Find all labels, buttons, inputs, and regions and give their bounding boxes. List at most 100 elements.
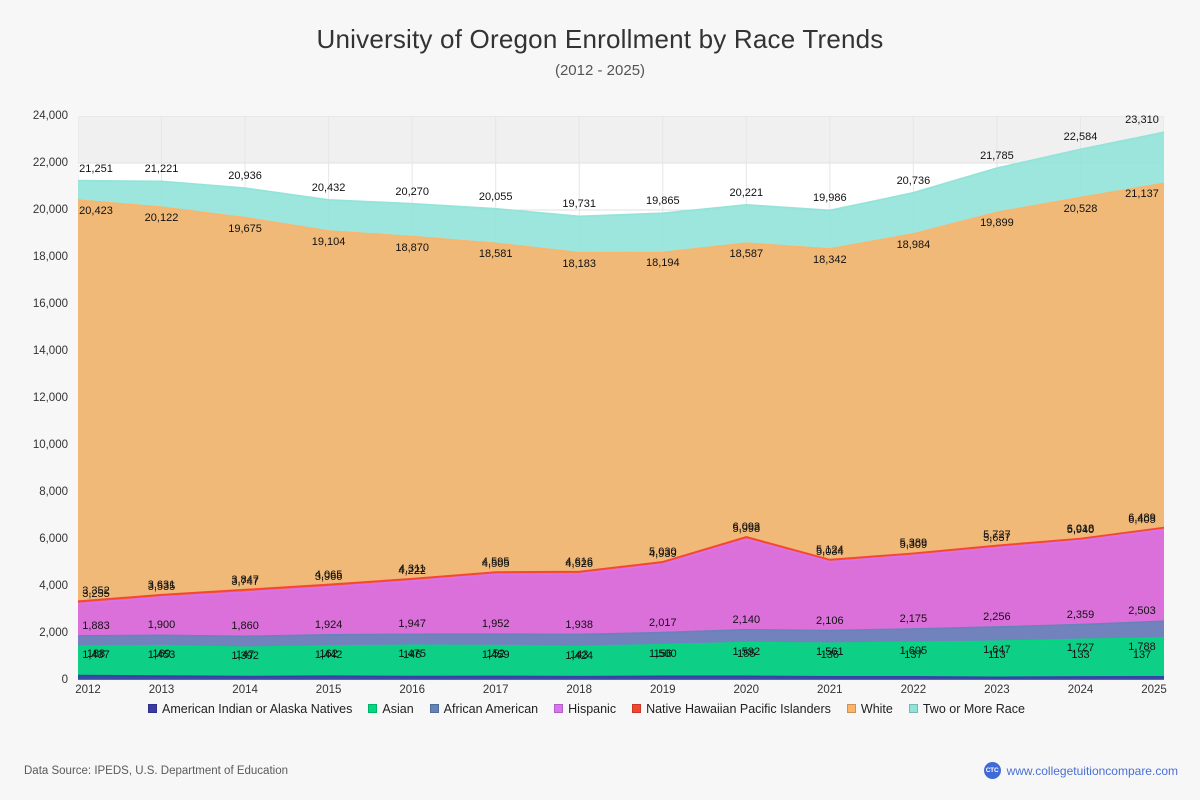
y-axis-tick-label: 12,000 xyxy=(32,392,68,404)
series-point-label: 155 xyxy=(737,648,756,661)
x-axis-tick-label: 2013 xyxy=(148,684,175,696)
series-point-label: 19,986 xyxy=(812,192,847,205)
series-point-label: 1,392 xyxy=(231,650,259,663)
series-point-label: 20,221 xyxy=(729,186,764,199)
series-point-label: 20,936 xyxy=(228,170,262,182)
series-point-label: 113 xyxy=(988,649,1006,662)
series-point-label: 1,605 xyxy=(899,645,928,658)
x-axis-tick-label: 2016 xyxy=(399,684,425,696)
series-point-label: 18,870 xyxy=(395,241,430,254)
x-axis-tick-label: 2022 xyxy=(900,684,927,696)
chart-legend: American Indian or Alaska Natives Asian Af… xyxy=(148,700,1168,718)
y-axis-tick-label: 0 xyxy=(61,674,68,686)
y-axis-tick-label: 4,000 xyxy=(39,580,68,592)
series-point-label: 5,389 xyxy=(899,537,928,550)
series-point-label: 21,785 xyxy=(980,150,1014,163)
series-point-label: 3,747 xyxy=(231,575,259,588)
series-point-label: 18,581 xyxy=(478,248,513,261)
legend-item[interactable]: Hispanic xyxy=(554,700,616,718)
series-point-label: 5,940 xyxy=(1066,524,1095,537)
series-point-label: 19,865 xyxy=(645,195,680,208)
series-point-label: 20,432 xyxy=(311,181,346,194)
series-point-label: 3,631 xyxy=(147,578,176,591)
series-point-label: 1,500 xyxy=(649,647,677,660)
series-point-label: 1,647 xyxy=(983,644,1011,657)
series-point-label: 18,984 xyxy=(896,238,931,251)
y-axis: 0 2,000 4,000 6,000 8,000 10,000 12,000 14,000 1… xyxy=(0,110,1200,686)
brand-url-label[interactable]: www.collegetuitioncompare.com xyxy=(1006,763,1178,778)
data-source-note: Data Source: IPEDS, U.S. Department of E… xyxy=(24,765,288,777)
series-point-label: 5,034 xyxy=(816,545,844,558)
legend-item-label: Two or More Race xyxy=(922,702,1025,716)
series-point-label: 4,526 xyxy=(565,557,593,570)
series-point-label: 1,592 xyxy=(732,645,761,658)
legend-item[interactable]: African American xyxy=(429,700,539,718)
x-axis-tick-label: 2020 xyxy=(733,684,760,696)
series-point-label: 20,736 xyxy=(896,174,931,187)
x-axis-tick-label: 2025 xyxy=(1141,684,1167,696)
legend-item-label: American Indian or Alaska Natives xyxy=(162,702,353,716)
series-point-label: 5,998 xyxy=(732,523,761,535)
legend-item[interactable]: Native Hawaiian Pacific Islanders xyxy=(632,700,831,718)
legend-item[interactable]: White xyxy=(846,700,893,718)
x-axis-tick-label: 2012 xyxy=(75,684,101,696)
legend-swatch-icon xyxy=(908,704,918,713)
series-point-label: 5,124 xyxy=(816,543,844,556)
series-point-label: 5,309 xyxy=(899,539,928,552)
series-point-label: 4,505 xyxy=(481,558,510,571)
series-point-label: 4,595 xyxy=(481,556,510,568)
page-title: University of Oregon Enrollment by Race … xyxy=(316,24,884,54)
series-point-label: 3,255 xyxy=(82,587,110,600)
plot-area xyxy=(78,116,1164,680)
series-point-label: 1,727 xyxy=(1066,642,1095,655)
series-point-label: 18,342 xyxy=(812,254,847,266)
series-point-label: 19,104 xyxy=(311,236,346,249)
series-point-label: 4,939 xyxy=(649,547,677,560)
x-axis-tick-label: 2014 xyxy=(232,684,258,696)
series-point-label: 20,423 xyxy=(79,205,113,218)
series-point-label: 3,352 xyxy=(82,585,110,598)
x-axis-tick-label: 2021 xyxy=(817,684,843,696)
series-point-label: 2,175 xyxy=(899,612,928,625)
legend-item[interactable]: Asian xyxy=(368,700,414,718)
series-point-label: 5,030 xyxy=(649,545,677,558)
series-point-label: 3,966 xyxy=(314,570,343,583)
series-point-label: 1,952 xyxy=(481,618,510,631)
series-point-label: 6,018 xyxy=(1066,522,1095,535)
series-point-label: 1,424 xyxy=(565,649,593,662)
series-point-label: 6,093 xyxy=(732,520,761,533)
y-axis-tick-label: 6,000 xyxy=(39,533,68,545)
series-point-label: 20,270 xyxy=(395,185,430,198)
series-point-label: 1,900 xyxy=(147,619,176,632)
series-point-label: 162 xyxy=(319,648,338,661)
series-point-label: 6,405 xyxy=(1128,513,1156,526)
legend-swatch-icon xyxy=(632,704,642,713)
series-point-label: 19,731 xyxy=(562,198,597,211)
legend-item[interactable]: American Indian or Alaska Natives xyxy=(148,700,352,718)
series-point-label: 137 xyxy=(1132,648,1152,661)
series-point-label: 1,883 xyxy=(82,619,110,632)
series-point-label: 1,437 xyxy=(82,649,110,662)
y-axis-tick-label: 14,000 xyxy=(32,345,68,357)
legend-item[interactable]: Two or More Race xyxy=(908,700,1025,718)
series-point-label: 2,106 xyxy=(816,614,844,627)
series-point-label: 4,311 xyxy=(398,562,426,575)
legend-item-label: African American xyxy=(443,702,539,716)
y-axis-tick-label: 16,000 xyxy=(32,298,68,310)
series-point-label: 2,256 xyxy=(983,611,1011,623)
legend-item-label: Hispanic xyxy=(568,702,617,716)
series-point-label: 2,140 xyxy=(732,613,761,626)
y-axis-tick-label: 10,000 xyxy=(32,439,68,451)
series-point-label: 20,528 xyxy=(1063,202,1098,215)
legend-swatch-icon xyxy=(148,704,157,713)
x-axis-tick-label: 2019 xyxy=(650,684,676,696)
series-point-label: 18,194 xyxy=(645,257,680,270)
brand-footer[interactable]: CTC www.collegetuitioncompare.com xyxy=(983,762,1178,779)
series-point-label: 188 xyxy=(86,647,106,660)
series-point-label: 23,310 xyxy=(1125,114,1159,127)
series-point-label: 3,535 xyxy=(147,580,176,593)
series-point-label: 5,727 xyxy=(983,529,1011,542)
series-point-label: 2,359 xyxy=(1066,608,1095,621)
series-point-label: 1,860 xyxy=(231,620,259,633)
series-point-label: 1,453 xyxy=(147,648,176,661)
